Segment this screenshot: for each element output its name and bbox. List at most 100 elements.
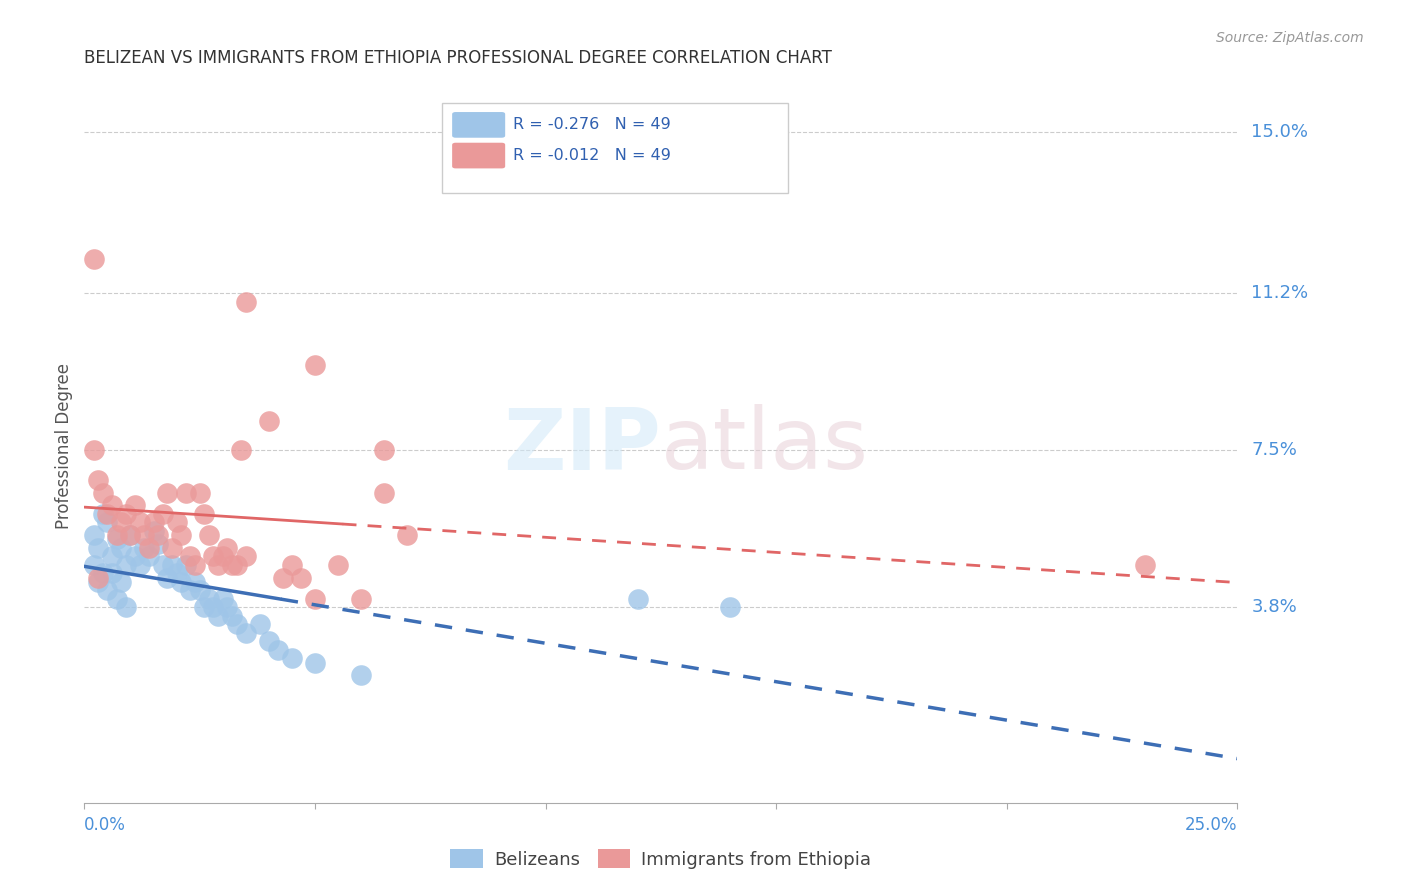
Point: [124, 499, 146, 513]
Point: [91, 566, 114, 581]
Point: [83, 558, 105, 572]
Point: [188, 583, 211, 598]
Point: [198, 591, 221, 606]
Point: [96, 516, 118, 530]
Point: [138, 549, 160, 564]
Point: [115, 558, 138, 572]
Point: [174, 485, 197, 500]
Text: 25.0%: 25.0%: [1185, 816, 1237, 834]
Point: [120, 528, 142, 542]
Point: [221, 558, 243, 572]
Point: [249, 617, 271, 632]
Point: [207, 608, 229, 623]
Point: [217, 600, 239, 615]
Point: [134, 528, 156, 542]
Point: [101, 549, 124, 564]
Point: [188, 485, 211, 500]
Point: [142, 516, 165, 530]
Point: [166, 566, 188, 581]
Point: [271, 571, 294, 585]
Point: [235, 549, 257, 564]
Point: [87, 571, 110, 585]
Point: [110, 516, 132, 530]
Point: [128, 516, 150, 530]
Point: [627, 591, 650, 606]
Point: [231, 443, 253, 458]
Point: [193, 507, 215, 521]
Point: [235, 294, 257, 309]
Point: [101, 499, 124, 513]
Text: 3.8%: 3.8%: [1251, 599, 1298, 616]
Point: [235, 626, 257, 640]
Point: [170, 574, 193, 589]
Point: [202, 600, 225, 615]
Y-axis label: Professional Degree: Professional Degree: [55, 363, 73, 529]
Point: [1133, 558, 1156, 572]
Point: [202, 549, 225, 564]
Point: [105, 528, 128, 542]
Point: [326, 558, 349, 572]
Point: [128, 558, 150, 572]
Point: [156, 571, 179, 585]
Text: Source: ZipAtlas.com: Source: ZipAtlas.com: [1216, 31, 1364, 45]
Text: 0.0%: 0.0%: [84, 816, 127, 834]
Point: [87, 541, 110, 555]
Point: [166, 516, 188, 530]
Text: BELIZEAN VS IMMIGRANTS FROM ETHIOPIA PROFESSIONAL DEGREE CORRELATION CHART: BELIZEAN VS IMMIGRANTS FROM ETHIOPIA PRO…: [84, 49, 832, 67]
Point: [184, 574, 207, 589]
Text: R = -0.276   N = 49: R = -0.276 N = 49: [513, 118, 671, 132]
Point: [350, 591, 373, 606]
Point: [124, 549, 146, 564]
Point: [105, 591, 128, 606]
Point: [96, 507, 118, 521]
Point: [170, 528, 193, 542]
Point: [217, 541, 239, 555]
Point: [304, 656, 326, 670]
Point: [718, 600, 741, 615]
Point: [105, 533, 128, 547]
Legend: Belizeans, Immigrants from Ethiopia: Belizeans, Immigrants from Ethiopia: [443, 842, 879, 876]
Point: [281, 651, 304, 665]
Point: [83, 252, 105, 266]
Text: 15.0%: 15.0%: [1251, 123, 1309, 141]
Point: [221, 608, 243, 623]
Point: [211, 591, 233, 606]
Point: [198, 528, 221, 542]
Point: [207, 558, 229, 572]
Point: [152, 558, 174, 572]
Point: [184, 558, 207, 572]
Text: 7.5%: 7.5%: [1251, 442, 1298, 459]
Point: [83, 528, 105, 542]
Point: [179, 583, 201, 598]
Point: [156, 485, 179, 500]
Point: [138, 541, 160, 555]
Point: [142, 524, 165, 538]
Point: [281, 558, 304, 572]
Point: [134, 541, 156, 555]
Point: [350, 668, 373, 682]
Point: [179, 549, 201, 564]
Text: atlas: atlas: [661, 404, 869, 488]
FancyBboxPatch shape: [453, 143, 505, 169]
Point: [110, 574, 132, 589]
Point: [101, 566, 124, 581]
Point: [174, 558, 197, 572]
Point: [160, 558, 183, 572]
Point: [96, 583, 118, 598]
Point: [211, 549, 233, 564]
FancyBboxPatch shape: [441, 103, 787, 193]
Point: [87, 473, 110, 487]
Point: [91, 485, 114, 500]
Point: [257, 634, 280, 648]
Point: [193, 600, 215, 615]
Point: [110, 541, 132, 555]
Point: [146, 528, 169, 542]
Point: [120, 528, 142, 542]
FancyBboxPatch shape: [453, 112, 505, 137]
Point: [115, 600, 138, 615]
Point: [152, 507, 174, 521]
Point: [91, 507, 114, 521]
Point: [225, 617, 247, 632]
Point: [146, 537, 169, 551]
Point: [290, 571, 312, 585]
